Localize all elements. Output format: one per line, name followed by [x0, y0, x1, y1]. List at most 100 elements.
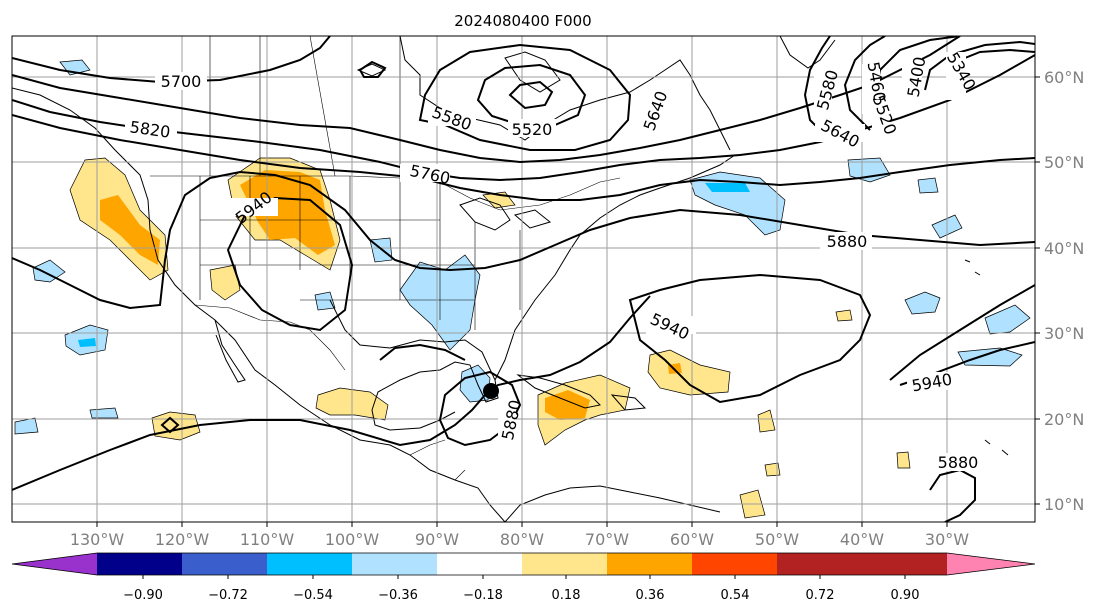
lon-label: 50°W — [755, 530, 799, 549]
coastline-islands — [356, 63, 1009, 456]
contour-small-ring — [358, 60, 387, 78]
colorbar-tick-label: 0.36 — [636, 588, 665, 603]
colorbar-tick-label: −0.90 — [123, 588, 163, 603]
label-bg — [907, 372, 959, 390]
anomaly-positive-region — [757, 409, 776, 433]
colorbar-tick-label: 0.54 — [721, 588, 750, 603]
label-bg — [400, 164, 450, 182]
colorbar-segment — [522, 553, 607, 575]
contour-5340 — [959, 48, 1035, 61]
colorbar-segment — [692, 553, 777, 575]
contour-5700 — [12, 36, 331, 84]
anomaly-negative-region — [984, 304, 1031, 335]
label-bg — [428, 108, 476, 126]
colorbar-tick-label: 0.18 — [552, 588, 581, 603]
coastline-canada — [399, 36, 731, 151]
colorbar-segment — [352, 553, 437, 575]
anomaly-positive-region — [209, 264, 241, 301]
anomaly-strong-negative-region — [705, 183, 750, 192]
label-bg — [814, 70, 832, 118]
lat-label: 40°N — [1044, 239, 1084, 258]
contour-label: 5880 — [827, 232, 868, 251]
anomaly-strong-positive-region — [240, 170, 335, 255]
label-bg — [820, 232, 872, 250]
colorbar-tick-label: −0.18 — [463, 588, 503, 603]
contour-5880-east — [889, 284, 1035, 381]
lat-label: 30°N — [1044, 324, 1084, 343]
label-bg — [646, 316, 696, 334]
anomaly-strong-negative-region — [78, 338, 96, 347]
label-bg — [902, 58, 922, 106]
anomaly-positive-region — [896, 451, 911, 469]
lon-label: 60°W — [670, 530, 714, 549]
label-bg — [946, 52, 966, 100]
colorbar-tick-label: −0.54 — [293, 588, 333, 603]
border-canada-provinces — [209, 36, 401, 178]
map-area: 5700 5820 5580 5520 5760 5940 5880 5940 … — [12, 36, 1035, 522]
label-bg — [642, 96, 660, 136]
label-bg — [508, 119, 556, 137]
coastline-hispaniola — [610, 394, 647, 411]
colorbar-tick-label: 0.72 — [806, 588, 835, 603]
coastlines — [12, 36, 1009, 522]
anomaly-strong-positive-region — [545, 390, 590, 420]
anomaly-negative-region — [904, 291, 941, 315]
colorbar-segment — [437, 553, 522, 575]
colorbar-outline — [11, 552, 1036, 576]
storm-center-marker — [483, 383, 499, 399]
contour-5580-east — [803, 36, 831, 141]
label-bg — [125, 120, 177, 138]
coastline-cuba — [516, 374, 602, 409]
colorbar-tick-label: −0.36 — [378, 588, 418, 603]
colorbar: −0.90 −0.72 −0.54 −0.36 −0.18 0.18 0.36 … — [11, 552, 1036, 603]
anomaly-positive-region — [764, 462, 781, 477]
height-contours — [12, 36, 1035, 522]
label-bg — [872, 100, 890, 142]
contour-5940-caribbean — [438, 370, 522, 447]
lat-label: 60°N — [1044, 68, 1084, 87]
contour-label: 5520 — [512, 120, 553, 139]
coastline-greenland — [779, 36, 836, 69]
anomaly-negative-region — [32, 259, 66, 283]
anomaly-positive-region — [835, 309, 853, 322]
label-bg — [930, 453, 982, 471]
contour-5940-atlantic — [628, 273, 872, 404]
colorbar-segment — [947, 553, 1035, 575]
lat-label: 10°N — [1044, 495, 1084, 514]
lon-label: 110°W — [240, 530, 295, 549]
anomaly-negative-region — [89, 407, 119, 419]
label-bg — [230, 198, 278, 216]
lon-label: 130°W — [70, 530, 125, 549]
contour-5880-se — [929, 468, 976, 522]
map-frame — [11, 35, 1036, 523]
colorbar-segment — [97, 553, 182, 575]
anomaly-negative-region — [314, 291, 336, 311]
longitude-labels: 130°W 120°W 110°W 100°W 90°W 80°W 70°W 6… — [70, 522, 969, 549]
label-bg — [815, 124, 865, 142]
colorbar-segment — [777, 553, 862, 575]
contour-5580-low — [418, 43, 632, 151]
coastline-hudson — [504, 51, 561, 93]
coastline-north-america-west — [12, 87, 506, 522]
state-borders — [199, 176, 521, 330]
contour-5520-east — [843, 36, 886, 131]
border-central-america — [409, 439, 466, 481]
map-title: 2024080400 F000 — [454, 12, 591, 30]
lat-label: 50°N — [1044, 153, 1084, 172]
lon-label: 70°W — [585, 530, 629, 549]
label-bg — [155, 72, 207, 90]
lon-label: 90°W — [415, 530, 459, 549]
anomaly-negative-region — [917, 177, 939, 194]
contour-5880-upper — [12, 170, 1035, 310]
coastline-east — [494, 154, 736, 381]
colorbar-tick-label: −0.72 — [208, 588, 248, 603]
colorbar-segment — [267, 553, 352, 575]
lon-label: 120°W — [155, 530, 210, 549]
lon-label: 40°W — [840, 530, 884, 549]
latitude-labels: 60°N 50°N 40°N 30°N 20°N 10°N — [1035, 68, 1084, 514]
contour-5640 — [12, 36, 961, 164]
label-bg — [498, 405, 516, 445]
contour-inner-low — [508, 80, 554, 110]
colorbar-segment — [12, 553, 97, 575]
colorbar-tick-label: 0.90 — [891, 588, 920, 603]
